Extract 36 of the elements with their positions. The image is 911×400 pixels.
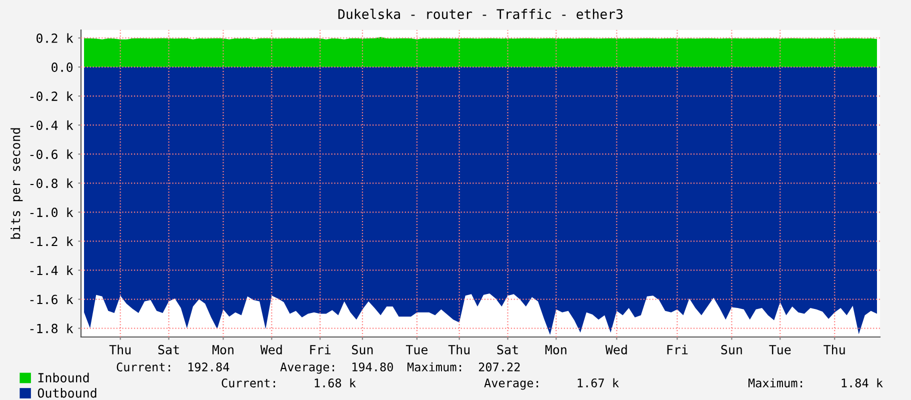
y-tick-label: -1.8 k — [30, 324, 74, 334]
y-tick-label: -1.0 k — [30, 207, 74, 218]
y-tick-label: -1.4 k — [30, 266, 74, 276]
y-tick-label: -0.6 k — [30, 149, 74, 160]
chart-title: Dukelska - router - Traffic - ether3 — [338, 8, 622, 20]
x-tick-label: Tue — [769, 345, 791, 354]
x-tick-label: Sun — [352, 344, 373, 354]
x-tick-label: Sat — [158, 344, 179, 354]
x-tick-label: Thu — [448, 344, 470, 354]
y-tick-label: 0.0 — [52, 62, 73, 72]
text: Average: 1.67 k — [484, 378, 619, 390]
text: Current: 192.84 — [116, 362, 230, 372]
y-tick-label: -0.4 k — [30, 120, 74, 130]
y-tick-label: -0.2 k — [30, 91, 74, 102]
x-tick-label: Sun — [721, 344, 742, 354]
x-tick-label: Mon — [545, 345, 566, 354]
x-tick-label: Tue — [406, 345, 428, 354]
x-tick-label: Fri — [310, 344, 331, 354]
y-tick-label: -1.6 k — [30, 294, 74, 304]
x-tick-label: Mon — [212, 345, 234, 354]
y-tick-label: -1.2 k — [30, 236, 74, 246]
text: Average: 194.80 — [280, 362, 393, 374]
x-tick-label: Sat — [497, 344, 518, 354]
x-tick-label: Wed — [260, 344, 282, 354]
y-tick-label: -0.8 k — [30, 178, 74, 188]
x-tick-label: Fri — [667, 344, 688, 354]
text: Maximum: 207.22 — [407, 362, 520, 372]
y-axis-title: bits per second — [10, 128, 23, 239]
text: Current: 1.68 k — [222, 378, 356, 388]
text: Maximum: 1.84 k — [748, 378, 883, 388]
legend-label: Outbound — [38, 388, 96, 398]
legend-label: Inbound — [38, 372, 89, 382]
x-tick-label: Thu — [109, 344, 131, 354]
y-tick-label: 0.2 k — [36, 33, 74, 43]
x-tick-label: Wed — [605, 344, 627, 354]
x-tick-label: Thu — [824, 344, 845, 354]
